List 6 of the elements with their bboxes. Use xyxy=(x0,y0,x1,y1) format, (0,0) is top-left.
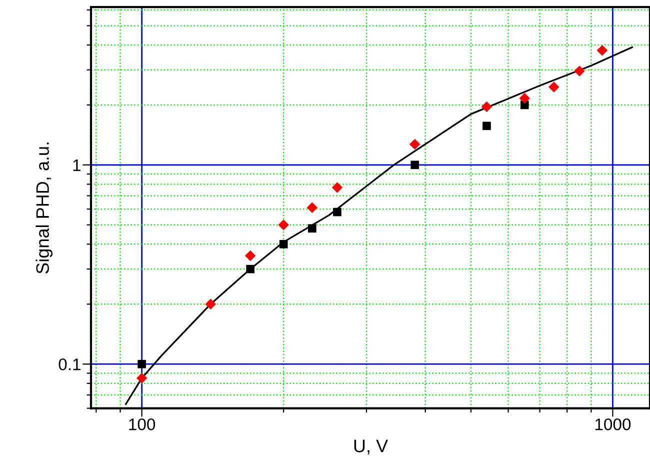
x-axis-title: U, V xyxy=(354,440,388,454)
x-tick-label: 1000 xyxy=(595,418,631,430)
y-tick-label: 0.1 xyxy=(58,358,80,370)
x-tick-label: 100 xyxy=(129,418,156,430)
y-axis-title: Signal PHD, a.u. xyxy=(36,142,53,274)
y-tick-label: 1 xyxy=(73,159,80,171)
